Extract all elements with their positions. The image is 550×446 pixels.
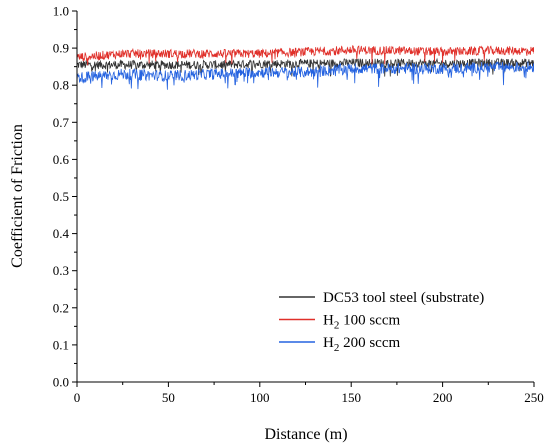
y-tick-label: 1.0 xyxy=(53,4,69,19)
x-tick-label: 250 xyxy=(524,390,544,405)
series-line-2 xyxy=(77,45,534,66)
y-tick-label: 0.0 xyxy=(53,375,69,390)
y-tick-label: 0.2 xyxy=(53,300,69,315)
y-tick-label: 0.3 xyxy=(53,263,69,278)
x-tick-label: 0 xyxy=(74,390,81,405)
x-axis-label: Distance (m) xyxy=(264,426,347,443)
axes: 0.0 0.1 0.2 0.3 0.4 0.5 0.6 0.7 0.8 0.9 1.0 0 50 100 1… xyxy=(53,4,544,406)
legend-label-2: H2 100 sccm xyxy=(323,313,400,332)
y-tick-label: 0.7 xyxy=(53,115,70,130)
legend-label-1: DC53 tool steel (substrate) xyxy=(323,290,484,306)
series-line-3 xyxy=(77,61,534,90)
y-tick-label: 0.6 xyxy=(53,152,70,167)
x-tick-label: 150 xyxy=(341,390,361,405)
y-axis-label: Coefficient of Friction xyxy=(9,124,26,268)
y-tick-label: 0.5 xyxy=(53,189,69,204)
series-line-1 xyxy=(77,57,534,77)
y-tick-label: 0.8 xyxy=(53,78,69,93)
x-tick-label: 50 xyxy=(162,390,175,405)
x-tick-label: 100 xyxy=(250,390,270,405)
plot-area xyxy=(77,45,534,90)
y-tick-label: 0.1 xyxy=(53,337,69,352)
x-tick-label: 200 xyxy=(433,390,453,405)
legend: DC53 tool steel (substrate) H2 100 sccm H2… xyxy=(279,290,484,354)
y-tick-label: 0.9 xyxy=(53,41,69,56)
y-tick-label: 0.4 xyxy=(53,226,70,241)
legend-label-3: H2 200 sccm xyxy=(323,335,400,354)
